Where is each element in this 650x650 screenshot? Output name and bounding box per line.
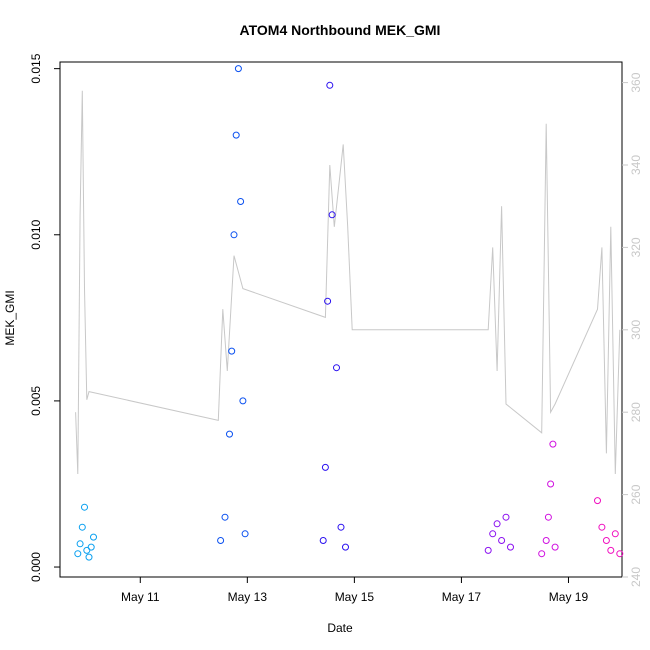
- y-axis-label: MEK_GMI: [3, 290, 17, 345]
- data-point: [226, 430, 233, 438]
- x-tick-label: May 17: [442, 590, 482, 604]
- data-point: [333, 364, 340, 372]
- data-point: [611, 530, 619, 538]
- x-tick-label: May 15: [335, 590, 375, 604]
- data-point: [594, 497, 601, 505]
- data-point: [228, 347, 236, 355]
- y-tick-label: 0.010: [29, 219, 43, 249]
- data-point: [498, 537, 506, 544]
- data-point: [493, 520, 501, 528]
- data-point: [324, 297, 332, 305]
- data-point: [230, 231, 238, 239]
- data-point: [507, 543, 514, 551]
- data-point: [74, 550, 82, 558]
- data-point: [598, 523, 606, 531]
- data-point: [78, 523, 86, 531]
- data-point: [538, 550, 546, 558]
- data-point: [85, 553, 93, 561]
- x-tick-label: May 11: [121, 590, 160, 604]
- data-point: [232, 131, 240, 139]
- data-point: [542, 537, 550, 544]
- data-point: [616, 550, 624, 558]
- data-point: [602, 537, 610, 544]
- right-axis-series-line: [75, 90, 621, 475]
- data-point: [607, 546, 615, 554]
- data-point: [83, 546, 91, 554]
- y-tick-label: 0.005: [29, 386, 43, 416]
- data-point: [544, 513, 552, 521]
- x-tick-label: May 13: [228, 590, 268, 604]
- data-point: [81, 503, 88, 511]
- y-tick-label: 0.000: [29, 552, 43, 582]
- data-point: [87, 543, 95, 551]
- points-layer: [74, 65, 624, 561]
- y2-tick-label: 340: [629, 155, 643, 175]
- data-point: [239, 397, 247, 405]
- y2-tick-label: 260: [629, 484, 643, 504]
- data-point: [489, 530, 497, 538]
- x-axis: May 11 May 13 May 15 May 17 May 19: [121, 577, 588, 604]
- data-point: [342, 543, 349, 551]
- y2-axis: 240 260 280 300 320 340 360: [622, 72, 643, 587]
- data-point: [502, 513, 510, 521]
- y2-tick-label: 300: [629, 319, 643, 339]
- data-point: [328, 211, 336, 219]
- chart-title: ATOM4 Northbound MEK_GMI: [240, 22, 441, 38]
- y2-tick-label: 320: [629, 237, 643, 257]
- y2-tick-label: 240: [629, 567, 643, 587]
- data-point: [551, 543, 559, 551]
- y2-tick-label: 280: [629, 402, 643, 422]
- data-point: [547, 480, 555, 488]
- y-tick-label: 0.015: [29, 53, 43, 83]
- plot-frame: [59, 61, 623, 578]
- data-point: [90, 533, 97, 541]
- x-axis-label: Date: [327, 621, 353, 635]
- data-point: [217, 537, 225, 544]
- y-axis: 0.000 0.005 0.010 0.015: [29, 53, 60, 582]
- data-point: [221, 513, 229, 521]
- data-point: [337, 523, 345, 531]
- y2-tick-label: 360: [629, 72, 643, 92]
- data-point: [484, 546, 492, 554]
- data-point: [237, 198, 245, 205]
- data-point: [76, 540, 84, 548]
- data-point: [321, 463, 329, 471]
- data-point: [241, 530, 249, 538]
- data-point: [319, 537, 327, 544]
- data-point: [326, 81, 334, 89]
- data-point: [234, 65, 242, 73]
- data-point: [549, 440, 557, 448]
- right-axis-series-layer: [75, 90, 621, 475]
- x-tick-label: May 19: [549, 590, 589, 604]
